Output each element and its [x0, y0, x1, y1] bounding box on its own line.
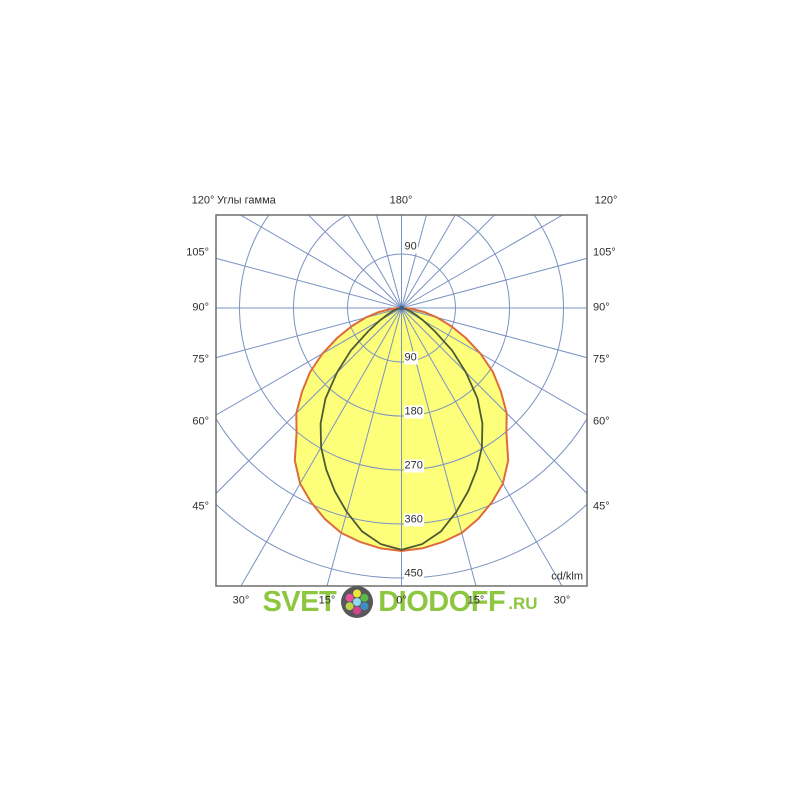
gamma-tick-label-bottom: 15° [318, 594, 336, 607]
gamma-tick-label-right: 75° [593, 353, 610, 366]
gamma-tick-label-bottom: 30° [553, 594, 571, 607]
gamma-ray-line [347, 215, 402, 309]
radial-tick-label: 90 [403, 351, 418, 365]
gamma-tick-label-left: 75° [192, 353, 209, 366]
radial-tick-label: 180 [403, 405, 424, 419]
gamma-ray-line [401, 307, 477, 586]
watermark-text-right: DIODOFF [378, 586, 506, 618]
gamma-axis-label: Углы гамма [217, 194, 276, 207]
gamma-tick-label-right: 45° [593, 500, 610, 512]
gamma-ray-line [401, 307, 587, 495]
gamma-tick-label-right: 105° [593, 246, 616, 259]
gamma-ray-line [401, 215, 456, 309]
watermark: SVET DIODOFF .RU [0, 585, 800, 619]
watermark-text-left: SVET [262, 586, 337, 618]
gamma-tick-label-left: 90° [192, 301, 209, 314]
radial-tick-label: 360 [403, 513, 424, 527]
top-center-angle-label: 180° [389, 194, 413, 207]
gamma-tick-label-right: 60° [593, 415, 610, 428]
inner-intensity-curve [319, 307, 484, 551]
gamma-ray-line [401, 215, 564, 309]
top-left-angle-label: 120° [191, 194, 215, 207]
top-right-angle-label: 120° [594, 194, 618, 207]
unit-label: cd/klm [551, 570, 583, 583]
gamma-ray-line [326, 307, 402, 586]
gamma-ray-line [240, 307, 402, 586]
gamma-ray-line [216, 257, 402, 309]
gamma-ray-line [401, 257, 587, 309]
gamma-tick-label-left: 45° [192, 500, 209, 512]
gamma-ray-line [216, 307, 402, 416]
gamma-tick-label-bottom: 30° [232, 594, 250, 607]
gamma-ray-line [239, 215, 402, 309]
watermark-text-suffix: .RU [508, 594, 538, 613]
gamma-tick-label-right: 90° [593, 301, 610, 314]
gamma-tick-label-left: 105° [186, 246, 209, 259]
radial-tick-label: 270 [403, 459, 424, 473]
gamma-ray-line [401, 215, 496, 309]
gamma-tick-label-left: 60° [192, 415, 209, 428]
gamma-tick-label-bottom: 0° [396, 594, 407, 607]
gamma-ray-line [307, 215, 402, 309]
gamma-ray-line [216, 307, 402, 359]
gamma-ray-line [376, 215, 402, 309]
color-dots-logo-icon [341, 586, 374, 618]
gamma-ray-line [216, 307, 402, 495]
outer-intensity-curve [293, 306, 510, 553]
gamma-tick-label-bottom: 15° [467, 594, 485, 607]
gamma-ray-line [401, 307, 587, 416]
radial-tick-label-upper: 90 [403, 240, 418, 254]
gamma-ray-line [401, 307, 563, 586]
plot-frame [215, 214, 588, 587]
gamma-ray-line [401, 307, 587, 359]
gamma-ray-line [401, 215, 427, 309]
polar-origin-dot [399, 305, 404, 311]
radial-tick-label: 450 [403, 567, 424, 581]
